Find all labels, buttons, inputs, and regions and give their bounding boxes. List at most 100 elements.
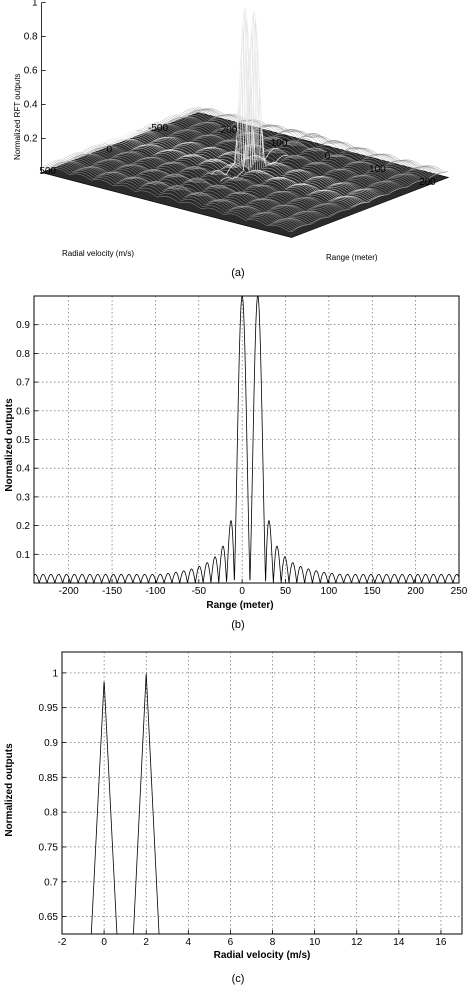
x-tick-label: 0 <box>239 586 245 597</box>
y-tick-label: 1 <box>52 668 58 679</box>
x-tick-label: -150 <box>102 586 122 597</box>
surface-mesh-line <box>69 154 320 221</box>
panel-c-ticks: -2 0 2 4 6 8 10 12 14 16 0.65 0.7 0.75 0.8 0.85 0.9 0.95… <box>39 668 447 948</box>
x-tick-label: 8 <box>270 937 276 948</box>
panel-b-y-label: Normalized outputs <box>4 398 15 492</box>
surface-peak-line <box>211 7 279 176</box>
y-tick-label: 0.85 <box>39 773 59 784</box>
x-tick-label: 4 <box>186 937 192 948</box>
surface-mesh-line <box>182 111 433 178</box>
surface-mesh-line <box>83 150 334 217</box>
surface-mesh-line <box>186 109 437 176</box>
range-tick-label: -100 <box>267 138 287 149</box>
x-tick-label: 200 <box>407 586 424 597</box>
y-tick-label: 0.3 <box>16 492 30 503</box>
range-tick-label: -200 <box>217 125 237 136</box>
x-tick-label: -50 <box>192 586 207 597</box>
y-tick-label: 0.75 <box>39 842 59 853</box>
surface-mesh-line <box>85 148 336 215</box>
panel-a-caption: (a) <box>231 267 244 279</box>
x-tick-label: 16 <box>435 937 447 948</box>
surface-mesh-line <box>159 120 411 187</box>
x-tick-label: 10 <box>309 937 321 948</box>
panel-b-ticks: -200 -150 -100 -50 0 50 100 150 200 250 0.1 0.2 0.3 0… <box>16 320 468 597</box>
surface-mesh-line <box>73 152 324 220</box>
surface-mesh-line <box>198 106 449 173</box>
surface-mesh-line <box>47 163 298 230</box>
x-tick-label: 6 <box>228 937 234 948</box>
y-tick-label: 0.9 <box>44 738 58 749</box>
surface-mesh-line <box>49 162 300 229</box>
panel-b-caption: (b) <box>231 619 244 631</box>
surface-mesh-line <box>180 112 431 179</box>
panel-b-x-label: Range (meter) <box>206 600 273 611</box>
y-tick-label: 0.7 <box>16 378 30 389</box>
velocity-tick-label: 0 <box>106 145 112 156</box>
panel-a-surface-plot: 0.2 0.4 0.6 0.8 1 500 0 -500 200 100 0 -100 -200 Nor… <box>13 0 450 279</box>
x-tick-label: -2 <box>58 937 67 948</box>
range-tick-label: 100 <box>369 164 386 175</box>
panel-c-series-line <box>62 673 462 935</box>
surface-mesh-line <box>43 166 294 232</box>
y-tick-label: 0.9 <box>16 320 30 331</box>
velocity-tick-label: 500 <box>39 166 56 177</box>
z-tick-label: 0.8 <box>24 32 38 43</box>
panel-c-caption: (c) <box>232 973 245 985</box>
velocity-axis-label: Radial velocity (m/s) <box>62 249 134 258</box>
y-tick-label: 0.4 <box>16 464 30 475</box>
surface-peak-line <box>220 9 288 182</box>
x-tick-label: 12 <box>351 937 363 948</box>
z-tick-label: 0.2 <box>24 134 38 145</box>
surface-mesh-line <box>184 110 435 177</box>
panel-c-y-label: Normalized outputs <box>4 743 15 837</box>
panel-c-frame <box>61 651 463 935</box>
z-tick-label: 0.6 <box>24 66 38 77</box>
surface-mesh-line <box>190 108 441 175</box>
surface-mesh-line <box>53 160 304 227</box>
range-tick-label: 200 <box>419 177 436 188</box>
x-tick-label: 14 <box>393 937 405 948</box>
panel-b-range-plot: -200 -150 -100 -50 0 50 100 150 200 250 0.1 0.2 0.3 0… <box>4 295 468 631</box>
z-tick-label: 0.4 <box>24 100 38 111</box>
x-tick-label: 0 <box>101 937 107 948</box>
surface-axes: 0.2 0.4 0.6 0.8 1 500 0 -500 200 100 0 -100 -200 <box>24 0 436 188</box>
x-tick-label: 150 <box>364 586 381 597</box>
panel-c-x-label: Radial velocity (m/s) <box>214 950 311 961</box>
x-tick-label: 50 <box>280 586 292 597</box>
surface-mesh-line <box>55 160 306 227</box>
panel-b-frame <box>33 295 460 584</box>
surface-mesh-line <box>75 152 326 219</box>
z-tick-label: 1 <box>32 0 38 9</box>
surface-mesh-line <box>165 117 417 184</box>
panel-b-series-line <box>33 295 460 585</box>
y-tick-label: 0.95 <box>39 703 59 714</box>
y-tick-label: 0.7 <box>44 877 58 888</box>
surface-mesh-line <box>51 161 302 228</box>
z-axis-label: Normalized RFT outputs <box>13 73 22 160</box>
y-tick-label: 0.6 <box>16 406 30 417</box>
range-axis-label: Range (meter) <box>326 253 378 262</box>
surface-mesh <box>40 7 450 238</box>
surface-mesh-line <box>163 118 415 185</box>
velocity-tick-label: -500 <box>148 123 168 134</box>
y-tick-label: 0.65 <box>39 912 59 923</box>
y-tick-label: 0.8 <box>44 808 58 819</box>
y-tick-label: 0.8 <box>16 349 30 360</box>
x-tick-label: -200 <box>59 586 79 597</box>
y-tick-label: 0.5 <box>16 435 30 446</box>
surface-mesh-line <box>168 116 419 183</box>
surface-mesh-line <box>172 115 423 182</box>
surface-mesh-line <box>170 115 421 183</box>
panel-c-grid <box>61 652 462 934</box>
panel-c-velocity-plot: -2 0 2 4 6 8 10 12 14 16 0.65 0.7 0.75 0.8 0.85 0.9 0.95… <box>4 651 463 985</box>
y-tick-label: 0.2 <box>16 521 30 532</box>
x-tick-label: 100 <box>321 586 338 597</box>
x-tick-label: -100 <box>145 586 165 597</box>
y-tick-label: 0.1 <box>16 550 30 561</box>
x-tick-label: 250 <box>451 586 468 597</box>
surface-mesh-line <box>65 156 316 223</box>
surface-mesh-line <box>67 155 318 222</box>
surface-mesh-line <box>45 164 296 231</box>
x-tick-label: 2 <box>143 937 149 948</box>
